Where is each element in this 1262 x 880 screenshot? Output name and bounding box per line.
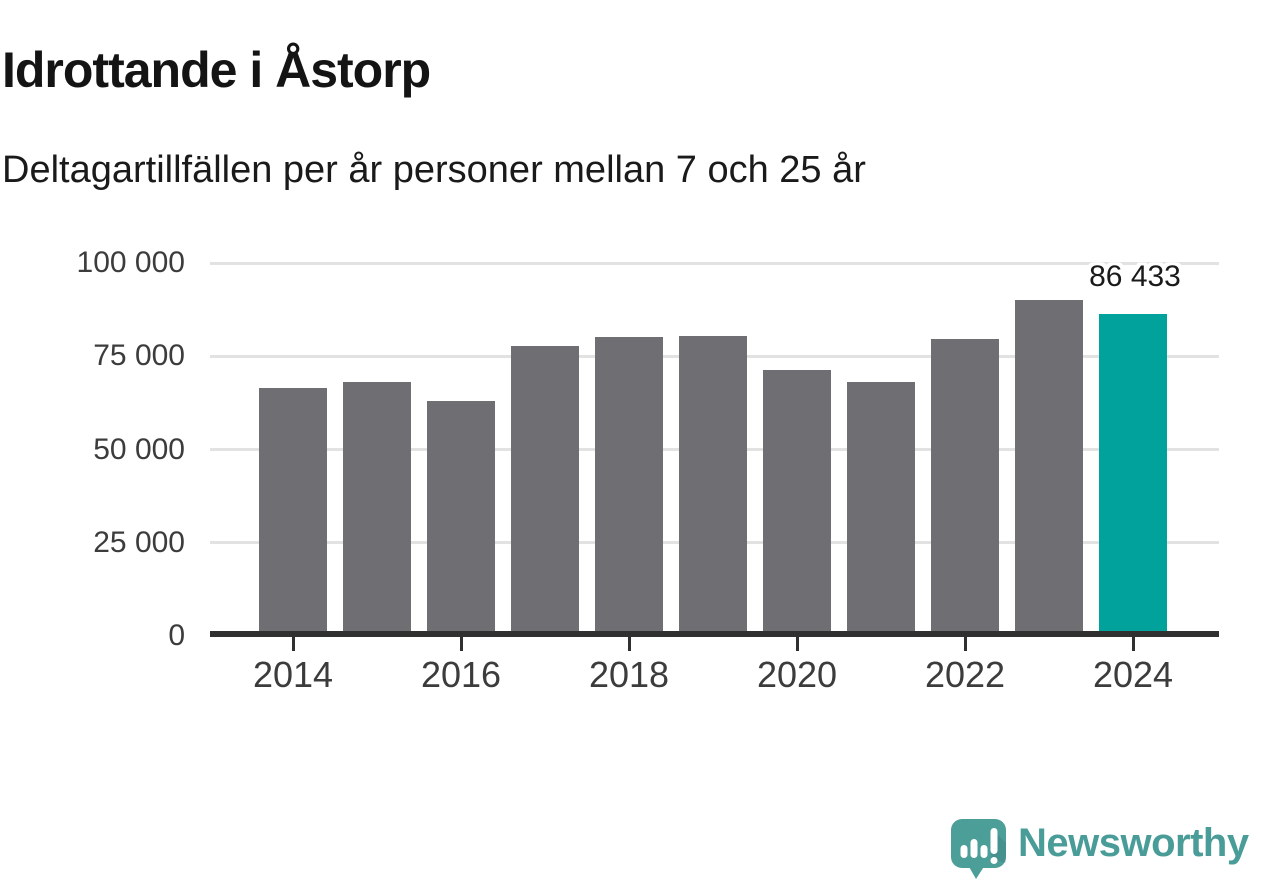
logo-exclamation-dot	[990, 857, 998, 864]
x-axis-label-2014: 2014	[252, 654, 334, 695]
page-title: Idrottande i Åstorp	[2, 41, 431, 98]
y-axis-label-100000: 100 000	[76, 246, 185, 279]
logo-bar-2	[970, 839, 978, 858]
newsworthy-logo-icon	[951, 819, 1006, 879]
y-axis-label-0: 0	[168, 619, 185, 652]
logo-exclamation-stem	[990, 828, 998, 854]
bar-2018	[595, 337, 663, 632]
x-tick-2024	[1131, 637, 1135, 651]
bar-2016	[427, 401, 495, 632]
bar-2021	[847, 382, 915, 632]
x-axis-label-2022: 2022	[924, 654, 1006, 695]
bar-2017	[511, 345, 579, 632]
highlight-value-label: 86 433	[1089, 260, 1181, 293]
x-tick-2018	[627, 637, 631, 651]
x-axis-label-2020: 2020	[756, 654, 838, 695]
gridline-100000	[210, 261, 1219, 265]
x-axis-label-2024: 2024	[1092, 654, 1174, 695]
x-axis-label-2016: 2016	[420, 654, 502, 695]
y-axis-label-50000: 50 000	[93, 432, 185, 466]
x-axis-line	[210, 631, 1219, 637]
x-axis-label-2018: 2018	[588, 654, 670, 695]
bar-2020	[763, 370, 831, 632]
logo-bar-1	[960, 845, 968, 858]
bar-2024	[1099, 313, 1167, 632]
bar-2014	[259, 387, 327, 632]
logo-bubble-tail	[968, 865, 985, 879]
bar-2023	[1015, 299, 1083, 632]
logo-bar-3	[980, 845, 988, 858]
x-tick-2016	[459, 637, 463, 651]
bar-2015	[343, 382, 411, 632]
y-axis-label-25000: 25 000	[93, 525, 185, 559]
x-tick-2014	[291, 637, 295, 651]
bar-2019	[679, 335, 747, 632]
y-axis-label-75000: 75 000	[93, 339, 185, 373]
brand-name: Newsworthy	[1018, 821, 1249, 865]
chart-subtitle: Deltagartillfällen per år personer mella…	[2, 149, 866, 191]
x-tick-2022	[963, 637, 967, 651]
x-tick-2020	[795, 637, 799, 651]
bar-2022	[931, 339, 999, 632]
